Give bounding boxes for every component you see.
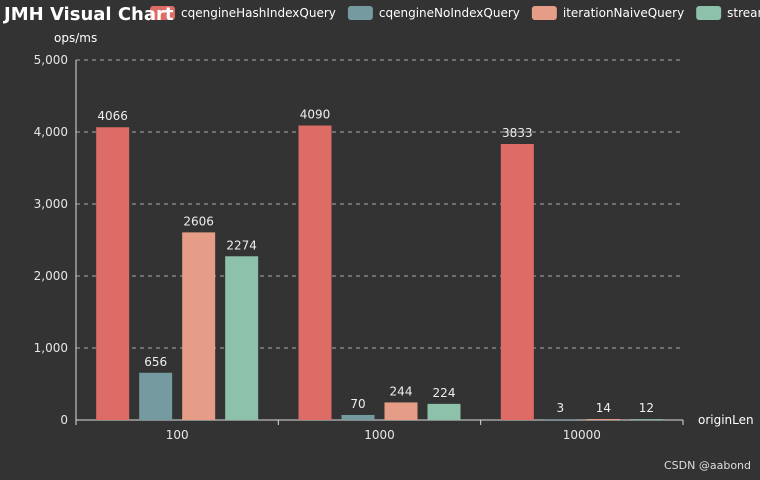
bar[interactable] [225,256,259,420]
y-tick-label: 5,000 [34,53,68,67]
bar[interactable] [182,232,216,420]
bar[interactable] [543,419,577,420]
grid-lines [76,59,683,349]
y-tick-label: 4,000 [34,125,68,139]
legend-swatch[interactable] [531,6,557,20]
axes: 0 1,000 2,000 3,000 4,000 5,000 100 1000 10000 [34,53,684,442]
bar[interactable] [500,144,534,421]
bar-value-label: 4066 [97,109,128,123]
legend-swatch[interactable] [150,6,175,20]
bar-value-label: 3833 [502,126,533,140]
x-axis-label: originLen [698,413,754,427]
bar[interactable] [298,125,332,421]
watermark: CSDN @aabond [664,459,751,472]
bar[interactable] [427,403,461,420]
bar[interactable] [384,402,418,420]
bar-value-label: 3 [557,401,565,415]
bar-series [96,125,663,421]
bar-value-label: 244 [390,384,413,398]
bar-value-label: 2274 [226,238,257,252]
legend-swatch[interactable] [696,6,722,20]
y-axis-label: ops/ms [54,31,97,45]
x-tick-label: 10000 [563,428,601,442]
legend-label[interactable]: cqengineHashIndexQuery [181,6,336,20]
y-tick-label: 2,000 [34,269,68,283]
bar-value-label: 4090 [300,108,331,122]
bar-value-label: 12 [639,401,654,415]
legend-swatch[interactable] [347,6,373,20]
bar[interactable] [96,127,130,421]
y-tick-label: 3,000 [34,197,68,211]
bar-value-label: 656 [144,355,167,369]
legend-label[interactable]: streamQuery [727,6,760,20]
bar[interactable] [139,372,173,420]
bar-value-label: 2606 [183,214,214,228]
bar-value-label: 14 [596,401,611,415]
x-tick-label: 1000 [364,428,395,442]
chart-title: JMH Visual Chart [2,4,174,25]
y-tick-label: 0 [60,413,68,427]
data-labels: 4066 4090 3833 656 70 3 2606 244 14 2274 224 12 [97,108,654,416]
x-tick-label: 100 [166,428,189,442]
bar-value-label: 224 [433,386,456,400]
y-tick-label: 1,000 [34,341,68,355]
legend-label[interactable]: cqengineNoIndexQuery [379,6,520,20]
legend[interactable]: cqengineHashIndexQuery cqengineNoIndexQue… [150,6,760,20]
legend-label[interactable]: iterationNaiveQuery [563,6,684,20]
bar[interactable] [629,419,663,420]
bar[interactable] [586,418,620,420]
bar-value-label: 70 [350,397,365,411]
bar[interactable] [341,414,375,420]
